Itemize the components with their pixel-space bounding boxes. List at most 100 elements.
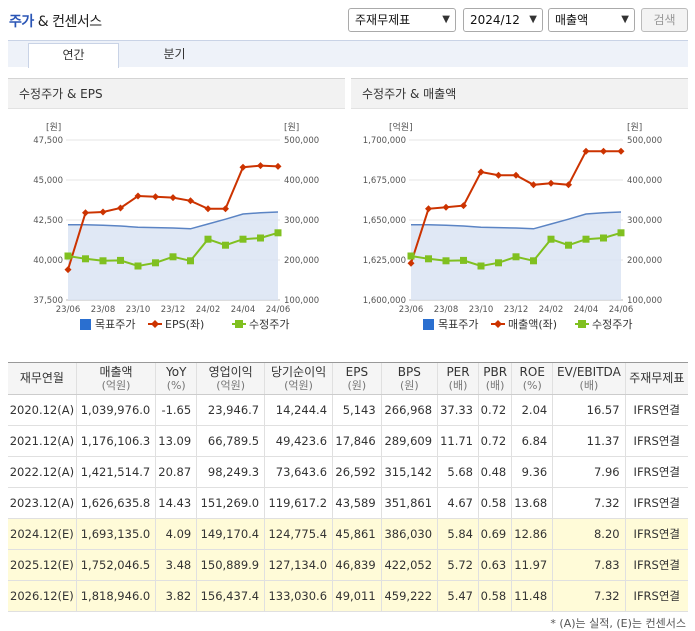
table-cell: 151,269.0	[196, 487, 265, 519]
left-tick-label: 40,000	[33, 256, 63, 266]
column-header: ROE (%)	[511, 362, 553, 395]
price-series-point	[425, 255, 432, 263]
table-cell: 315,142	[380, 456, 438, 488]
table-cell: 119,617.2	[264, 487, 333, 519]
column-header: YoY (%)	[155, 362, 197, 395]
main-series-point	[425, 205, 432, 213]
tab-annual[interactable]: 연간	[28, 43, 119, 68]
table-cell: 43,589	[332, 487, 382, 519]
table-cell: 124,775.4	[264, 518, 333, 550]
table-cell: 23,946.7	[196, 394, 265, 426]
page-title: 주가 & 컨센서스	[9, 11, 102, 31]
column-header-unit: (억원)	[101, 378, 131, 392]
period-select[interactable]: 2024/12 ▼	[463, 8, 543, 32]
column-header-label: 재무연월	[19, 371, 64, 385]
chart-legend: 목표주가 EPS(좌) 수정주가	[80, 318, 289, 331]
table-cell: 1,039,976.0	[75, 394, 156, 426]
chevron-down-icon: ▼	[621, 14, 629, 25]
left-tick-label: 37,500	[33, 296, 63, 306]
x-tick-label: 23/10	[126, 305, 151, 315]
table-cell: 49,423.6	[264, 425, 333, 457]
table-cell: 2023.12(A)	[8, 487, 77, 519]
table-cell: 7.32	[552, 487, 626, 519]
table-cell: IFRS연결	[624, 487, 688, 519]
right-tick-label: 100,000	[627, 296, 662, 306]
main-series-point	[582, 147, 590, 155]
table-cell: 0.63	[477, 549, 512, 581]
main-series-point	[530, 181, 537, 189]
right-tick-label: 100,000	[284, 296, 319, 306]
table-cell: 1,752,046.5	[75, 549, 156, 581]
legend-swatch-main	[151, 320, 159, 328]
table-cell: 26,592	[332, 456, 382, 488]
chart-sales: [억원] [원] 1,600,000 1,625,000 1,650,000 1,675,…	[363, 121, 662, 331]
price-series-point	[239, 235, 247, 243]
main-series-point	[99, 208, 107, 216]
left-axis-unit: [억원]	[389, 121, 413, 133]
table-cell: 6.84	[511, 425, 553, 457]
price-series-point	[600, 234, 607, 242]
table-cell: 20.87	[155, 456, 197, 488]
table-row: 2025.12(E) 1,752,046.5 3.48 150,889.9 127,13…	[8, 549, 688, 581]
right-tick-label: 400,000	[284, 176, 319, 186]
table-cell: 2020.12(A)	[8, 394, 77, 426]
left-tick-label: 1,650,000	[363, 216, 406, 226]
main-series-point	[222, 205, 229, 213]
column-header-unit: (억원)	[216, 378, 246, 392]
legend-label: 수정주가	[592, 318, 632, 331]
table-cell: 0.58	[477, 487, 512, 519]
statement-type-select[interactable]: 주재무제표 ▼	[348, 8, 456, 32]
table-cell: 422,052	[380, 549, 438, 581]
table-cell: 4.67	[437, 487, 479, 519]
table-cell: IFRS연결	[624, 580, 688, 612]
price-series-point	[530, 257, 537, 265]
table-row: 2026.12(E) 1,818,946.0 3.82 156,437.4 133,03…	[8, 580, 688, 612]
x-tick-label: 23/06	[56, 305, 81, 315]
main-series-point	[152, 193, 159, 201]
table-cell: -1.65	[155, 394, 197, 426]
chart-panel-sales: 수정주가 & 매출액 [억원] [원] 1,600,000 1,625,000 1,65…	[351, 78, 688, 340]
chevron-down-icon: ▼	[442, 14, 450, 25]
main-series-point	[117, 204, 124, 212]
x-tick-label: 23/06	[399, 305, 424, 315]
table-cell: 12.86	[511, 518, 553, 550]
column-header: 영업이익 (억원)	[196, 362, 265, 395]
table-cell: 149,170.4	[196, 518, 265, 550]
table-cell: IFRS연결	[624, 456, 688, 488]
right-tick-label: 500,000	[627, 136, 662, 146]
tab-quarterly[interactable]: 분기	[163, 47, 186, 61]
main-series-point	[547, 179, 555, 187]
table-cell: 5.47	[437, 580, 479, 612]
price-series-point	[134, 262, 142, 270]
target-price-line	[411, 211, 622, 230]
column-header: PER (배)	[437, 362, 479, 395]
price-series-point	[82, 255, 89, 263]
table-cell: 133,030.6	[264, 580, 333, 612]
x-tick-label: 23/12	[504, 305, 529, 315]
main-series-point	[204, 205, 212, 213]
table-cell: 46,839	[332, 549, 382, 581]
chart-eps: [원] [원] 37,500 40,000 42,500 45,000 47,500 100,…	[33, 122, 319, 331]
main-series-point	[169, 194, 177, 202]
right-axis-unit: [원]	[284, 122, 299, 133]
column-header-unit: (원)	[400, 378, 419, 392]
top-bar: 주가 & 컨센서스 주재무제표 ▼ 2024/12 ▼ 매출액 ▼ 검색	[0, 0, 695, 40]
table-cell: 5.72	[437, 549, 479, 581]
table-cell: 13.09	[155, 425, 197, 457]
table-cell: 37.33	[437, 394, 479, 426]
main-series-point	[600, 147, 607, 155]
table-body: 2020.12(A) 1,039,976.0 -1.65 23,946.7 14,244…	[8, 394, 688, 612]
column-header: 당기순이익 (억원)	[264, 362, 333, 395]
table-cell: 386,030	[380, 518, 438, 550]
price-series-point	[460, 256, 467, 264]
search-button[interactable]: 검색	[641, 8, 688, 32]
table-cell: 8.20	[552, 518, 626, 550]
x-tick-label: 23/08	[91, 305, 116, 315]
table-row: 2023.12(A) 1,626,635.8 14.43 151,269.0 119,6…	[8, 487, 688, 519]
table-cell: 11.71	[437, 425, 479, 457]
table-cell: 9.36	[511, 456, 553, 488]
table-cell: 11.97	[511, 549, 553, 581]
metric-select[interactable]: 매출액 ▼	[548, 8, 635, 32]
table-cell: 5.68	[437, 456, 479, 488]
table-header-row: 재무연월 매출액 (억원) YoY (%) 영업이익 (억원) 당기순이익 (억원) EPS (원)…	[8, 362, 688, 395]
